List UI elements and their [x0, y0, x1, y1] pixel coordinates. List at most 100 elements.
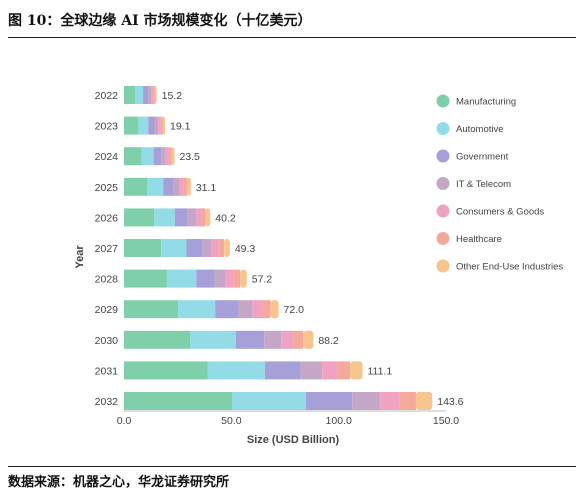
bar-segment — [147, 177, 164, 196]
bar-segment — [154, 116, 159, 135]
bar-segment — [264, 361, 301, 380]
bar-segment — [379, 392, 400, 410]
bar-segment — [215, 300, 239, 319]
top-rule — [8, 37, 576, 38]
figure-title: 图 10：全球边缘 AI 市场规模变化（十亿美元） — [8, 13, 312, 29]
y-tick-label: 2032 — [95, 396, 119, 408]
data-label: 111.1 — [367, 365, 392, 377]
bar-segment — [270, 300, 279, 319]
data-label: 15.2 — [162, 90, 183, 102]
bar-segment — [173, 177, 180, 196]
legend-swatch — [436, 149, 450, 163]
bar-segment — [154, 86, 157, 104]
bar-segment — [148, 86, 152, 104]
bar-segment — [202, 239, 212, 257]
bar-segment — [124, 239, 162, 257]
y-tick-label: 2030 — [95, 335, 119, 347]
bar-segment — [160, 116, 163, 135]
legend-label: Manufacturing — [456, 97, 516, 108]
bar-segment — [201, 208, 206, 227]
bar-segment — [124, 116, 139, 135]
bar-segment — [224, 239, 230, 257]
bar-segment — [196, 269, 215, 288]
x-tick-label: 0.0 — [117, 415, 132, 427]
y-tick-label: 2025 — [95, 182, 119, 194]
bar-segment — [211, 239, 219, 257]
legend-swatch — [436, 204, 450, 218]
data-label: 19.1 — [170, 121, 191, 133]
legend-swatch — [436, 122, 450, 135]
bar-segment — [124, 147, 142, 166]
bar-segment — [207, 361, 265, 380]
bar-segment — [195, 208, 202, 227]
bar-segment — [143, 86, 149, 104]
bar-segment — [300, 361, 323, 380]
bar-segment — [124, 86, 136, 104]
bar-segment — [262, 300, 271, 319]
data-label: 88.2 — [318, 335, 339, 347]
legend-label: Automotive — [456, 124, 504, 135]
bar-segment — [124, 177, 148, 196]
bar-segment — [165, 147, 169, 166]
bar-segment — [135, 86, 144, 104]
bar-segment — [171, 147, 175, 166]
legend-swatch — [436, 232, 450, 245]
bar-segment — [225, 269, 234, 288]
data-label: 49.3 — [235, 243, 256, 255]
bar-segment — [322, 361, 338, 380]
bar-segment — [124, 392, 232, 410]
bar-segment — [205, 208, 211, 227]
bar-segment — [264, 330, 282, 349]
bar-segment — [162, 116, 166, 135]
y-tick-label: 2029 — [95, 304, 119, 316]
bar-segment — [281, 330, 294, 349]
data-label: 23.5 — [179, 151, 200, 163]
bar-segment — [293, 330, 304, 349]
y-tick-label: 2028 — [95, 274, 119, 286]
bar-segment — [231, 392, 307, 410]
data-label: 57.2 — [252, 274, 273, 286]
legend-label: Healthcare — [456, 234, 502, 245]
bar-segment — [238, 300, 253, 319]
data-label: 40.2 — [215, 212, 236, 224]
bar-segment — [187, 177, 191, 196]
bar-segment — [337, 361, 351, 380]
bottom-rule — [8, 466, 576, 467]
bar-segment — [214, 269, 226, 288]
source-note: 数据来源：机器之心，华龙证券研究所 — [8, 475, 230, 490]
bar-segment — [252, 300, 263, 319]
x-tick-label: 100.0 — [326, 415, 352, 427]
legend-label: Government — [456, 152, 509, 163]
x-tick-label: 50.0 — [221, 415, 242, 427]
y-tick-label: 2024 — [95, 151, 119, 163]
bar-segment — [151, 86, 154, 104]
bar-segment — [190, 330, 236, 349]
data-label: 143.6 — [437, 396, 463, 408]
bar-segment — [186, 239, 203, 257]
legend-swatch — [436, 259, 450, 273]
x-axis-title: Size (USD Billion) — [247, 434, 340, 446]
bar-segment — [161, 147, 166, 166]
bar-segment — [124, 269, 167, 288]
bar-segment — [153, 86, 155, 104]
bar-segment — [124, 330, 191, 349]
y-tick-label: 2026 — [95, 212, 119, 224]
bar-segment — [166, 269, 197, 288]
bar-segment — [183, 177, 188, 196]
legend-label: IT & Telecom — [456, 179, 511, 190]
bar-segment — [124, 300, 179, 319]
bar-segment — [415, 392, 433, 410]
bar-segment — [178, 300, 216, 319]
bar-segment — [158, 116, 161, 135]
bar-segment — [350, 361, 363, 380]
legend-swatch — [436, 94, 450, 108]
y-tick-label: 2023 — [95, 121, 119, 133]
bar-segment — [124, 208, 155, 227]
bar-segment — [303, 330, 314, 349]
y-axis-title: Year — [74, 245, 86, 269]
bar-segment — [154, 208, 175, 227]
bar-segment — [235, 330, 265, 349]
bar-segment — [161, 239, 187, 257]
bar-segment — [399, 392, 416, 410]
